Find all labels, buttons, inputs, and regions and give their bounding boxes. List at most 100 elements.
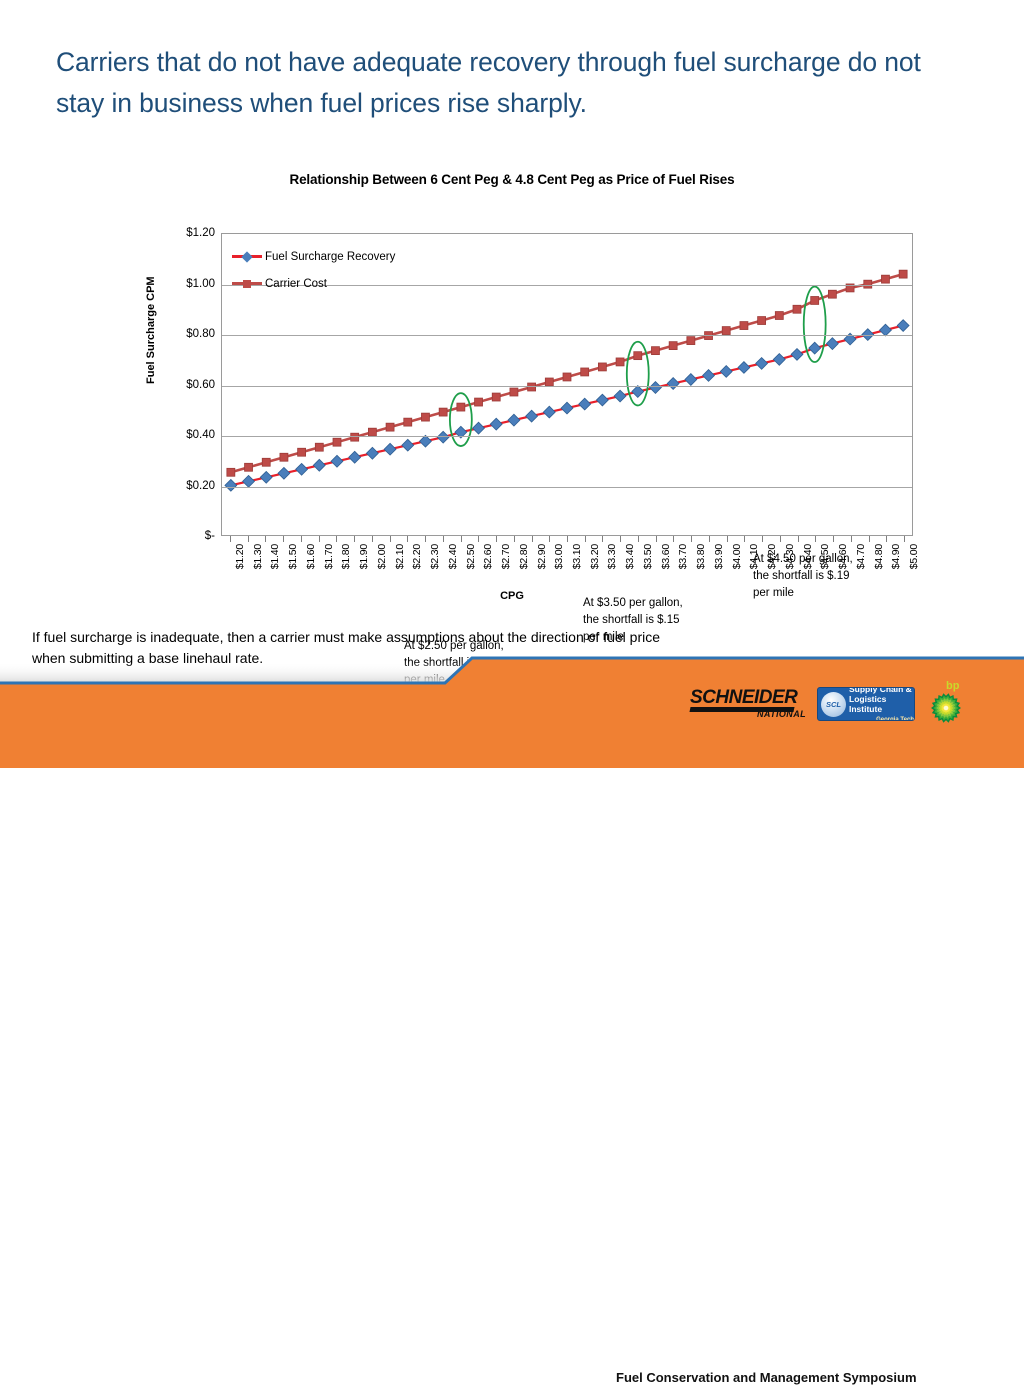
x-axis-tick bbox=[371, 536, 373, 542]
x-axis-tick-label: $3.30 bbox=[606, 544, 619, 570]
legend-swatch-carrier-cost bbox=[232, 278, 262, 290]
data-point-marker bbox=[825, 337, 839, 351]
x-axis-tick bbox=[549, 536, 551, 542]
data-point-marker bbox=[774, 311, 784, 320]
data-point-marker bbox=[297, 447, 307, 457]
x-axis-tick bbox=[229, 536, 231, 542]
footer-banner: SCHNEIDER NATIONAL SCL Supply Chain & Lo… bbox=[0, 648, 1024, 1385]
chart-annotation-3-50: At $3.50 per gallon, the shortfall is $.… bbox=[583, 597, 683, 643]
x-axis-tick bbox=[265, 536, 267, 542]
data-point-marker bbox=[790, 347, 804, 361]
data-point-marker bbox=[403, 417, 413, 427]
data-point-marker bbox=[507, 413, 521, 427]
data-point-marker bbox=[277, 466, 291, 480]
data-point-marker bbox=[684, 373, 698, 386]
data-point-marker bbox=[472, 421, 486, 435]
plot-svg bbox=[224, 269, 910, 492]
gridline bbox=[222, 335, 912, 336]
data-point-marker bbox=[332, 437, 342, 447]
data-point-marker bbox=[861, 328, 875, 342]
chart-container: Relationship Between 6 Cent Peg & 4.8 Ce… bbox=[0, 172, 1024, 686]
x-axis-tick bbox=[407, 536, 409, 542]
data-point-marker bbox=[330, 454, 344, 468]
x-axis-tick-label: $3.00 bbox=[553, 544, 566, 570]
data-point-marker bbox=[668, 341, 678, 350]
bp-helios-icon bbox=[931, 693, 961, 723]
highlight-ellipse bbox=[802, 285, 827, 363]
x-axis-tick bbox=[904, 536, 906, 542]
x-axis-tick-label: $2.80 bbox=[517, 544, 530, 570]
x-axis-ticks bbox=[221, 536, 913, 546]
data-point-marker bbox=[843, 332, 857, 346]
x-axis-tick bbox=[442, 536, 444, 542]
data-point-marker bbox=[595, 393, 609, 407]
data-point-marker bbox=[562, 372, 572, 382]
page-title: Carriers that do not have adequate recov… bbox=[56, 47, 921, 118]
data-point-marker bbox=[383, 442, 397, 456]
x-axis-tick-label: $1.30 bbox=[251, 544, 264, 570]
x-axis-tick-label: $2.30 bbox=[429, 544, 442, 570]
schneider-national-logo: SCHNEIDER NATIONAL bbox=[689, 688, 808, 720]
x-axis-tick bbox=[673, 536, 675, 542]
x-axis-tick bbox=[726, 536, 728, 542]
y-axis-tick-label: $1.00 bbox=[186, 277, 215, 290]
x-axis-tick bbox=[833, 536, 835, 542]
data-point-marker bbox=[757, 316, 767, 325]
data-point-marker bbox=[295, 462, 309, 476]
data-point-marker bbox=[666, 377, 680, 390]
schneider-sub-wordmark: NATIONAL bbox=[756, 709, 806, 719]
data-point-marker bbox=[651, 346, 660, 356]
data-point-marker bbox=[385, 422, 395, 432]
y-axis-tick-label: $0.20 bbox=[186, 479, 215, 492]
data-point-marker bbox=[721, 326, 731, 335]
x-axis-tick bbox=[797, 536, 799, 542]
data-point-marker bbox=[542, 405, 556, 419]
x-axis-tick bbox=[336, 536, 338, 542]
data-point-marker bbox=[580, 367, 590, 377]
scl-badge-icon: SCL bbox=[821, 691, 846, 717]
x-axis-tick bbox=[283, 536, 285, 542]
x-axis-tick bbox=[567, 536, 568, 542]
scl-sub-line: Georgia Tech bbox=[876, 716, 914, 721]
x-axis-tick bbox=[868, 536, 870, 542]
x-axis-tick bbox=[886, 536, 888, 542]
x-axis-tick-label: $3.10 bbox=[571, 544, 583, 570]
data-point-marker bbox=[702, 369, 716, 382]
x-axis-tick bbox=[602, 536, 604, 542]
x-axis-tick-label: $2.10 bbox=[393, 544, 406, 570]
x-axis-tick bbox=[691, 536, 693, 542]
x-axis-tick bbox=[815, 536, 817, 542]
x-axis-tick-label: $3.40 bbox=[624, 544, 637, 570]
data-point-marker bbox=[312, 458, 326, 472]
y-axis-tick-label: $1.20 bbox=[186, 227, 215, 239]
x-axis-tick bbox=[389, 536, 391, 542]
data-point-marker bbox=[456, 402, 466, 412]
data-point-marker bbox=[772, 352, 786, 366]
data-point-marker bbox=[755, 356, 769, 370]
y-axis-tick-labels: $1.20 $1.00 $0.80 $0.60 $0.40 $0.20 $- bbox=[151, 227, 215, 542]
x-axis-tick bbox=[708, 536, 710, 542]
data-point-marker bbox=[259, 470, 273, 484]
legend-label: Carrier Cost bbox=[265, 277, 327, 290]
x-axis-tick bbox=[779, 536, 781, 542]
supply-chain-logistics-institute-logo: SCL Supply Chain & Logistics Institute G… bbox=[817, 687, 915, 721]
x-axis-tick-label: $1.70 bbox=[322, 544, 335, 570]
data-point-marker bbox=[509, 387, 519, 397]
data-point-marker bbox=[314, 442, 324, 452]
data-point-marker bbox=[881, 274, 890, 284]
data-point-marker bbox=[578, 397, 592, 411]
data-point-marker bbox=[525, 409, 539, 423]
scl-badge-text: SCL bbox=[826, 699, 841, 709]
x-axis-tick bbox=[496, 536, 498, 542]
highlight-ellipse bbox=[448, 392, 473, 447]
data-point-marker bbox=[242, 474, 256, 488]
x-axis-tick-label: $3.80 bbox=[695, 544, 708, 570]
x-axis-tick-label: $2.90 bbox=[535, 544, 548, 570]
x-axis-tick bbox=[478, 536, 480, 542]
x-axis-tick-label: $4.00 bbox=[730, 544, 743, 570]
x-axis-tick-label: $2.40 bbox=[446, 544, 459, 570]
gridline bbox=[222, 284, 912, 286]
data-point-marker bbox=[613, 389, 627, 403]
data-point-marker bbox=[719, 364, 733, 378]
x-axis-tick-label: $3.60 bbox=[659, 544, 672, 570]
